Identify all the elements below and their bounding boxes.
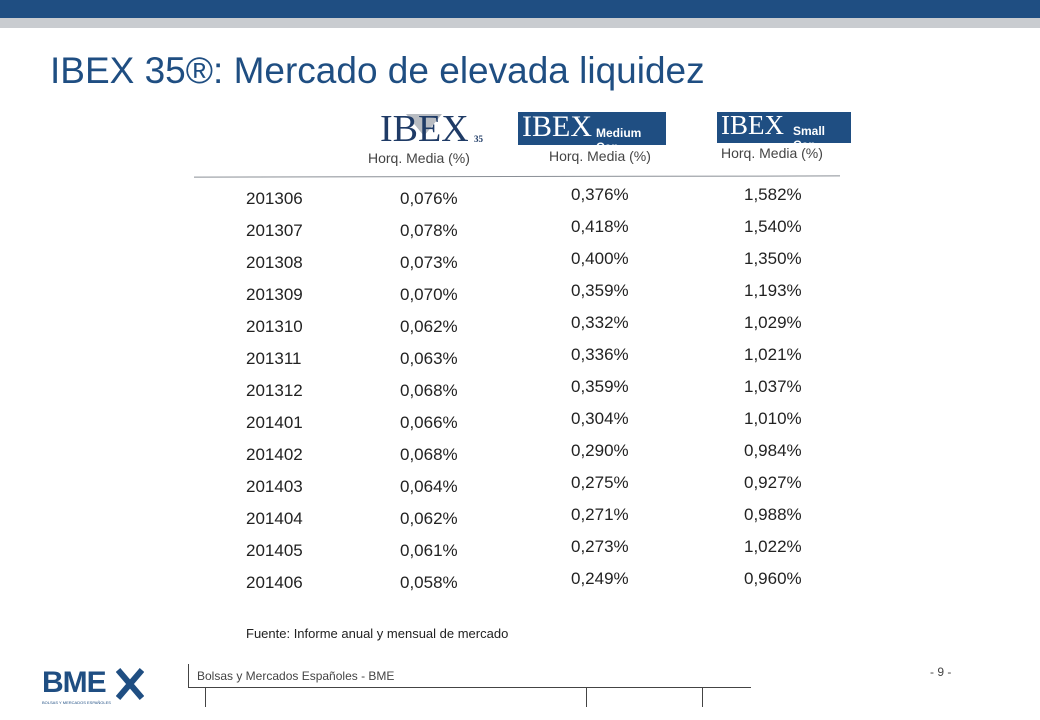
cell-medium: 0,336%	[571, 345, 629, 364]
bme-logo: BME BOLSAS Y MERCADOS ESPAÑOLES	[42, 664, 146, 706]
cell-medium: 0,290%	[571, 441, 629, 460]
cell-period: 201405	[246, 541, 303, 560]
header-divider	[193, 175, 841, 178]
cell-small: 1,022%	[744, 537, 802, 556]
page-number: - 9 -	[930, 665, 952, 679]
cell-period: 201403	[246, 477, 303, 496]
cell-ibex35: 0,068%	[400, 445, 458, 464]
cell-period: 201307	[246, 221, 303, 240]
footer-tick-3	[702, 687, 703, 707]
ibex-small-logo-suffix: Small Cap	[793, 124, 826, 143]
footer-divider	[188, 687, 751, 688]
cell-ibex35: 0,066%	[400, 413, 458, 432]
ibex35-logo: IBEX 35	[380, 108, 483, 150]
cell-small: 1,029%	[744, 313, 802, 332]
cell-small: 0,988%	[744, 505, 802, 524]
cell-small: 1,193%	[744, 281, 802, 300]
cell-period: 201404	[246, 509, 303, 528]
top-grey-band	[0, 18, 1040, 28]
cell-period: 201311	[246, 349, 302, 368]
bme-x-icon	[116, 668, 144, 700]
cell-ibex35: 0,064%	[400, 477, 458, 496]
ibex-medium-logo-suffix: Medium Cap	[596, 126, 642, 145]
cell-small: 0,960%	[744, 569, 802, 588]
footer-divider-left	[188, 664, 189, 687]
cell-period: 201406	[246, 573, 303, 592]
source-note: Fuente: Informe anual y mensual de merca…	[246, 626, 509, 641]
cell-ibex35: 0,070%	[400, 285, 458, 304]
cell-ibex35: 0,061%	[400, 541, 458, 560]
cell-medium: 0,359%	[571, 377, 629, 396]
cell-medium: 0,304%	[571, 409, 629, 428]
medium-cap-column-header: Horq. Media (%)	[549, 148, 651, 164]
footer-tick-1	[205, 687, 206, 707]
cell-small: 0,984%	[744, 441, 802, 460]
cell-period: 201401	[246, 413, 303, 432]
cell-period: 201309	[246, 285, 303, 304]
ibex-medium-logo-text: IBEX	[522, 112, 592, 143]
top-brand-bar	[0, 0, 1040, 18]
cell-ibex35: 0,062%	[400, 509, 458, 528]
cell-period: 201312	[246, 381, 303, 400]
cell-medium: 0,271%	[571, 505, 629, 524]
cell-medium: 0,376%	[571, 185, 629, 204]
cell-small: 1,037%	[744, 377, 802, 396]
cell-period: 201306	[246, 189, 303, 208]
cell-small: 1,021%	[744, 345, 802, 364]
cell-period: 201308	[246, 253, 303, 272]
cell-ibex35: 0,076%	[400, 189, 458, 208]
cell-medium: 0,332%	[571, 313, 629, 332]
ibex35-column-header: Horq. Media (%)	[368, 150, 470, 166]
ibex-medium-cap-logo: IBEX Medium Cap	[518, 112, 666, 145]
footer-tick-2	[586, 687, 587, 707]
cell-medium: 0,418%	[571, 217, 629, 236]
cell-medium: 0,275%	[571, 473, 629, 492]
cell-small: 1,010%	[744, 409, 802, 428]
cell-medium: 0,273%	[571, 537, 629, 556]
cell-medium: 0,249%	[571, 569, 629, 588]
ibex35-logo-text: IBEX	[380, 108, 469, 150]
cell-period: 201402	[246, 445, 303, 464]
cell-ibex35: 0,078%	[400, 221, 458, 240]
cell-ibex35: 0,073%	[400, 253, 458, 272]
cell-small: 1,350%	[744, 249, 802, 268]
cell-small: 1,582%	[744, 185, 802, 204]
ibex-small-cap-logo: IBEX Small Cap	[717, 112, 851, 143]
cell-ibex35: 0,063%	[400, 349, 458, 368]
bme-logo-text: BME	[42, 666, 107, 699]
cell-small: 0,927%	[744, 473, 802, 492]
ibex35-logo-suffix: 35	[474, 134, 483, 144]
cell-ibex35: 0,068%	[400, 381, 458, 400]
ibex35-logo-triangle	[406, 114, 442, 136]
small-cap-column-header: Horq. Media (%)	[721, 145, 823, 161]
bme-logo-tagline: BOLSAS Y MERCADOS ESPAÑOLES	[42, 700, 111, 705]
footer-company-name: Bolsas y Mercados Españoles - BME	[197, 669, 395, 683]
cell-medium: 0,359%	[571, 281, 629, 300]
cell-medium: 0,400%	[571, 249, 629, 268]
cell-small: 1,540%	[744, 217, 802, 236]
cell-ibex35: 0,062%	[400, 317, 458, 336]
slide-title: IBEX 35®: Mercado de elevada liquidez	[50, 50, 705, 91]
cell-period: 201310	[246, 317, 303, 336]
cell-ibex35: 0,058%	[400, 573, 458, 592]
ibex-small-logo-text: IBEX	[721, 112, 784, 140]
